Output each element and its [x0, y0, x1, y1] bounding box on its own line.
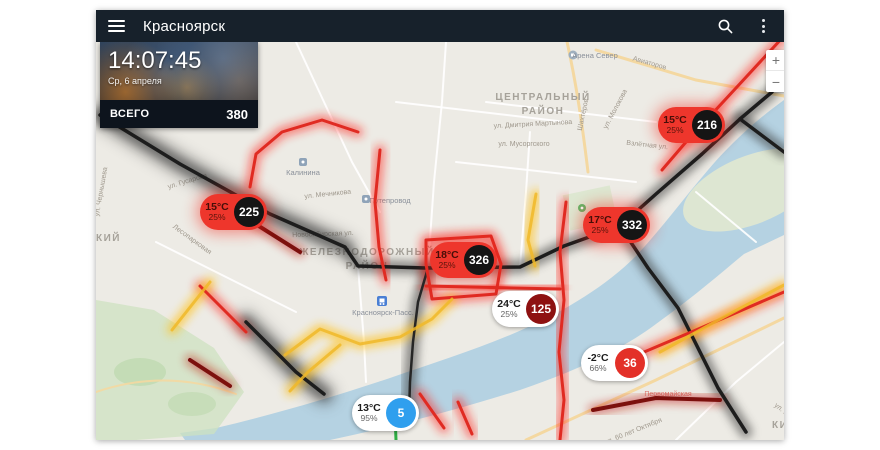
map-river [180, 100, 784, 440]
zoom-out-button[interactable]: − [771, 73, 781, 90]
app-title: Красноярск [143, 17, 226, 35]
marker-weather: 18°C 25% [435, 248, 459, 271]
traffic-marker-5[interactable]: 13°C 95% 5 [352, 395, 419, 431]
map-park [168, 392, 216, 416]
search-icon[interactable] [716, 17, 734, 35]
marker-count: 225 [234, 197, 264, 227]
map-canvas[interactable]: ЦЕНТРАЛЬНЫЙ РАЙОН ЖЕЛЕЗНОДОРОЖНЫЙ РАЙОН … [96, 42, 784, 440]
marker-weather: 24°C 25% [497, 297, 521, 320]
traffic-marker-225[interactable]: 15°C 25% 225 [200, 194, 267, 230]
district-label: ЦЕНТРАЛЬНЫЙ [495, 90, 590, 103]
hamburger-menu-icon[interactable] [108, 20, 125, 32]
clock-time: 14:07:45 [108, 47, 202, 74]
poi-label: Красноярск-Пасс. [352, 308, 414, 317]
poi-label: Калинина [286, 168, 321, 177]
marker-count: 36 [615, 348, 645, 378]
marker-count: 332 [617, 210, 647, 240]
marker-count: 5 [386, 398, 416, 428]
city-photo: 14:07:45 Ср, 6 апреля [100, 42, 258, 100]
marker-weather: -2°C 66% [587, 351, 609, 374]
marker-weather: 15°C 25% [205, 200, 229, 223]
traffic-marker-326[interactable]: 18°C 25% 326 [430, 242, 497, 278]
app-bar: Красноярск [96, 10, 784, 42]
map-layers: ЦЕНТРАЛЬНЫЙ РАЙОН ЖЕЛЕЗНОДОРОЖНЫЙ РАЙОН … [96, 42, 784, 440]
clock-summary-card[interactable]: 14:07:45 Ср, 6 апреля ВСЕГО 380 [100, 42, 258, 128]
marker-count: 326 [464, 245, 494, 275]
district-label: КИЙ [96, 231, 121, 244]
traffic-marker-125[interactable]: 24°C 25% 125 [492, 291, 559, 327]
map-park [114, 358, 166, 386]
total-value: 380 [226, 106, 248, 122]
overflow-menu-icon[interactable] [754, 17, 772, 35]
traffic-marker-36[interactable]: -2°C 66% 36 [581, 345, 648, 381]
street-label: ул. Мечникова [304, 189, 351, 201]
app-bar-actions [716, 17, 772, 35]
marker-weather: 13°C 95% [357, 401, 381, 424]
marker-weather: 15°C 25% [663, 113, 687, 136]
poi-label: Арена Север [572, 51, 618, 60]
map-zoom-control: + − [766, 50, 784, 92]
zoom-in-button[interactable]: + [766, 50, 784, 71]
traffic-marker-216[interactable]: 15°C 25% 216 [658, 107, 725, 143]
marker-count: 216 [692, 110, 722, 140]
total-bar: ВСЕГО 380 [100, 100, 258, 128]
street-label: ул. Дмитрия Мартынова [493, 119, 572, 130]
district-label: РАЙОН [522, 104, 565, 117]
marker-count: 125 [526, 294, 556, 324]
marker-weather: 17°C 25% [588, 213, 612, 236]
clock-date: Ср, 6 апреля [108, 76, 162, 86]
total-label: ВСЕГО [110, 108, 150, 120]
street-label: Взлётная ул. [626, 140, 668, 151]
district-label: КИ [772, 420, 784, 431]
poi-label: Путепровод [369, 196, 411, 205]
traffic-marker-332[interactable]: 17°C 25% 332 [583, 207, 650, 243]
app-window: Красноярск [96, 10, 784, 440]
street-label: ул. Мусоргского [498, 141, 549, 148]
